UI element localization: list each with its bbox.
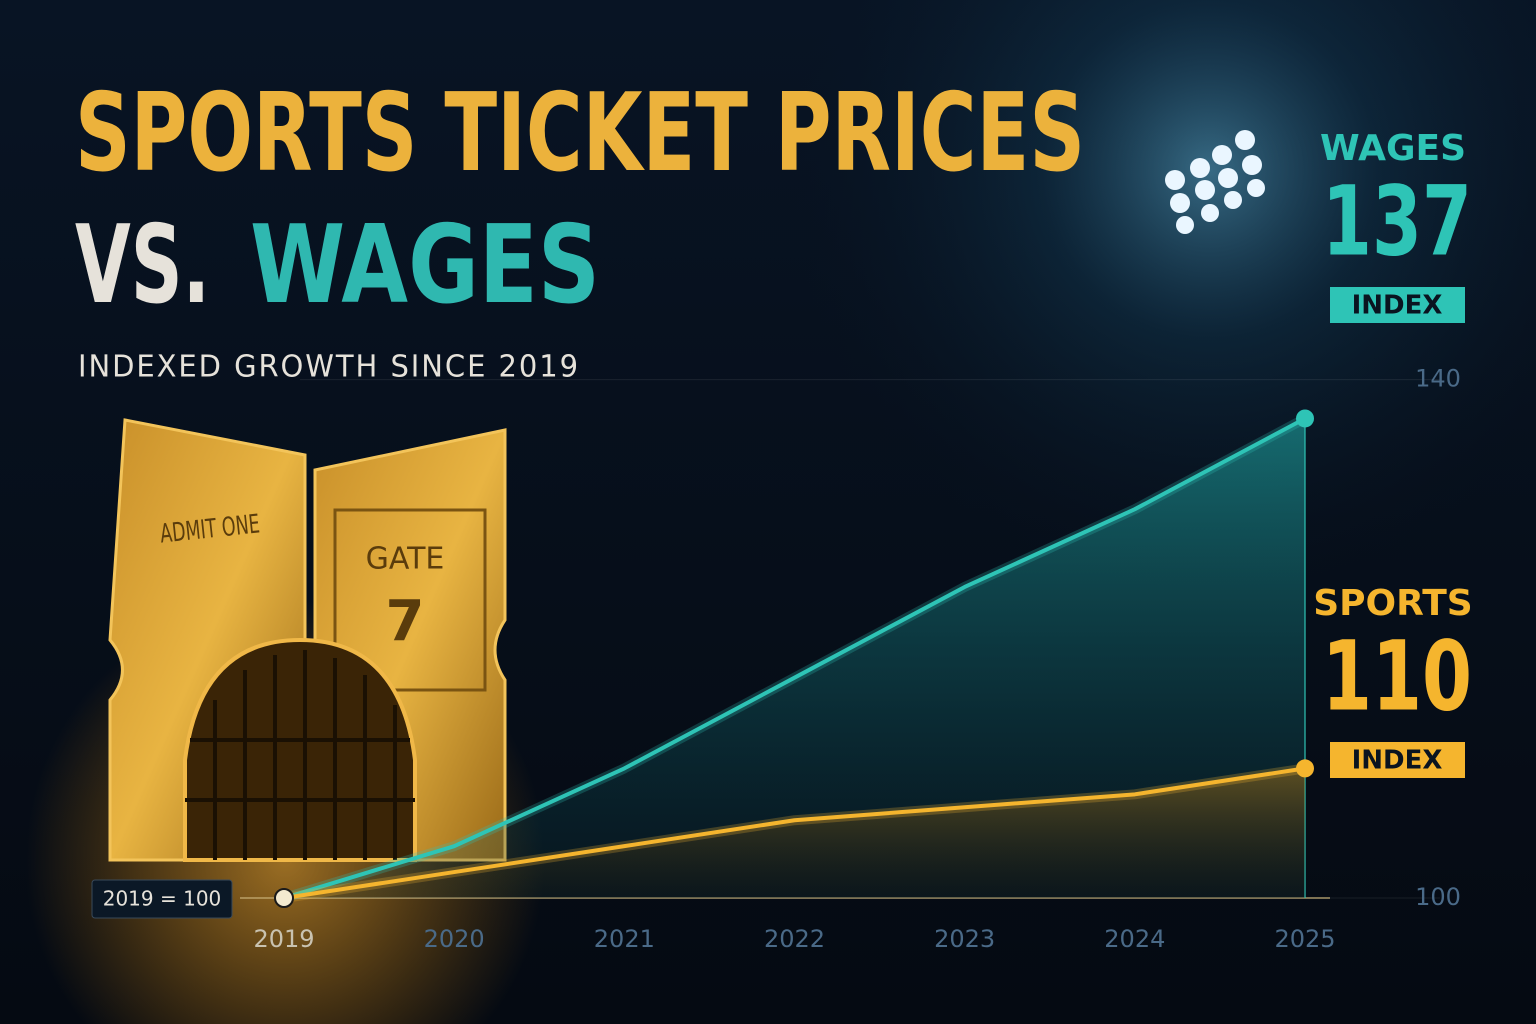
end-point: [1296, 759, 1314, 778]
ticket-text: GATE: [366, 542, 445, 577]
title: WAGES: [250, 203, 600, 328]
start-point: [274, 888, 294, 908]
ticket: ADMIT ONE GATE 7: [108, 418, 507, 862]
line: [283, 416, 1306, 900]
area: [284, 418, 1305, 898]
subtitle: INDEXED GROWTH SINCE 2019: [78, 350, 580, 385]
x-tick-label: 2024: [1104, 925, 1165, 953]
y-tick-label: 100: [1415, 883, 1461, 911]
unit-badge: [1330, 742, 1465, 778]
line: [283, 766, 1306, 900]
title: VS.: [75, 203, 210, 328]
x-tick-label: 2025: [1274, 925, 1335, 953]
x-tick-label: 2021: [594, 925, 655, 953]
series-end-value: 110: [1322, 620, 1472, 732]
title: SPORTS TICKET PRICES: [75, 71, 1085, 196]
x-tick-label: 2022: [764, 925, 825, 953]
y-tick-label: 140: [1415, 365, 1461, 393]
series-name: WAGES: [1320, 128, 1466, 169]
unit-label: INDEX: [1352, 291, 1443, 321]
base-note: 2019 = 100: [91, 879, 233, 919]
ticket-text: 7: [386, 589, 425, 654]
x-tick-label: 2019: [253, 925, 314, 953]
x-tick-label: 2020: [424, 925, 485, 953]
unit-badge: [1330, 287, 1465, 323]
series-end-value: 137: [1322, 165, 1472, 277]
base-note-text: 2019 = 100: [103, 887, 222, 911]
series-name: SPORTS: [1313, 583, 1473, 624]
x-tick-label: 2023: [934, 925, 995, 953]
unit-label: INDEX: [1352, 746, 1443, 776]
